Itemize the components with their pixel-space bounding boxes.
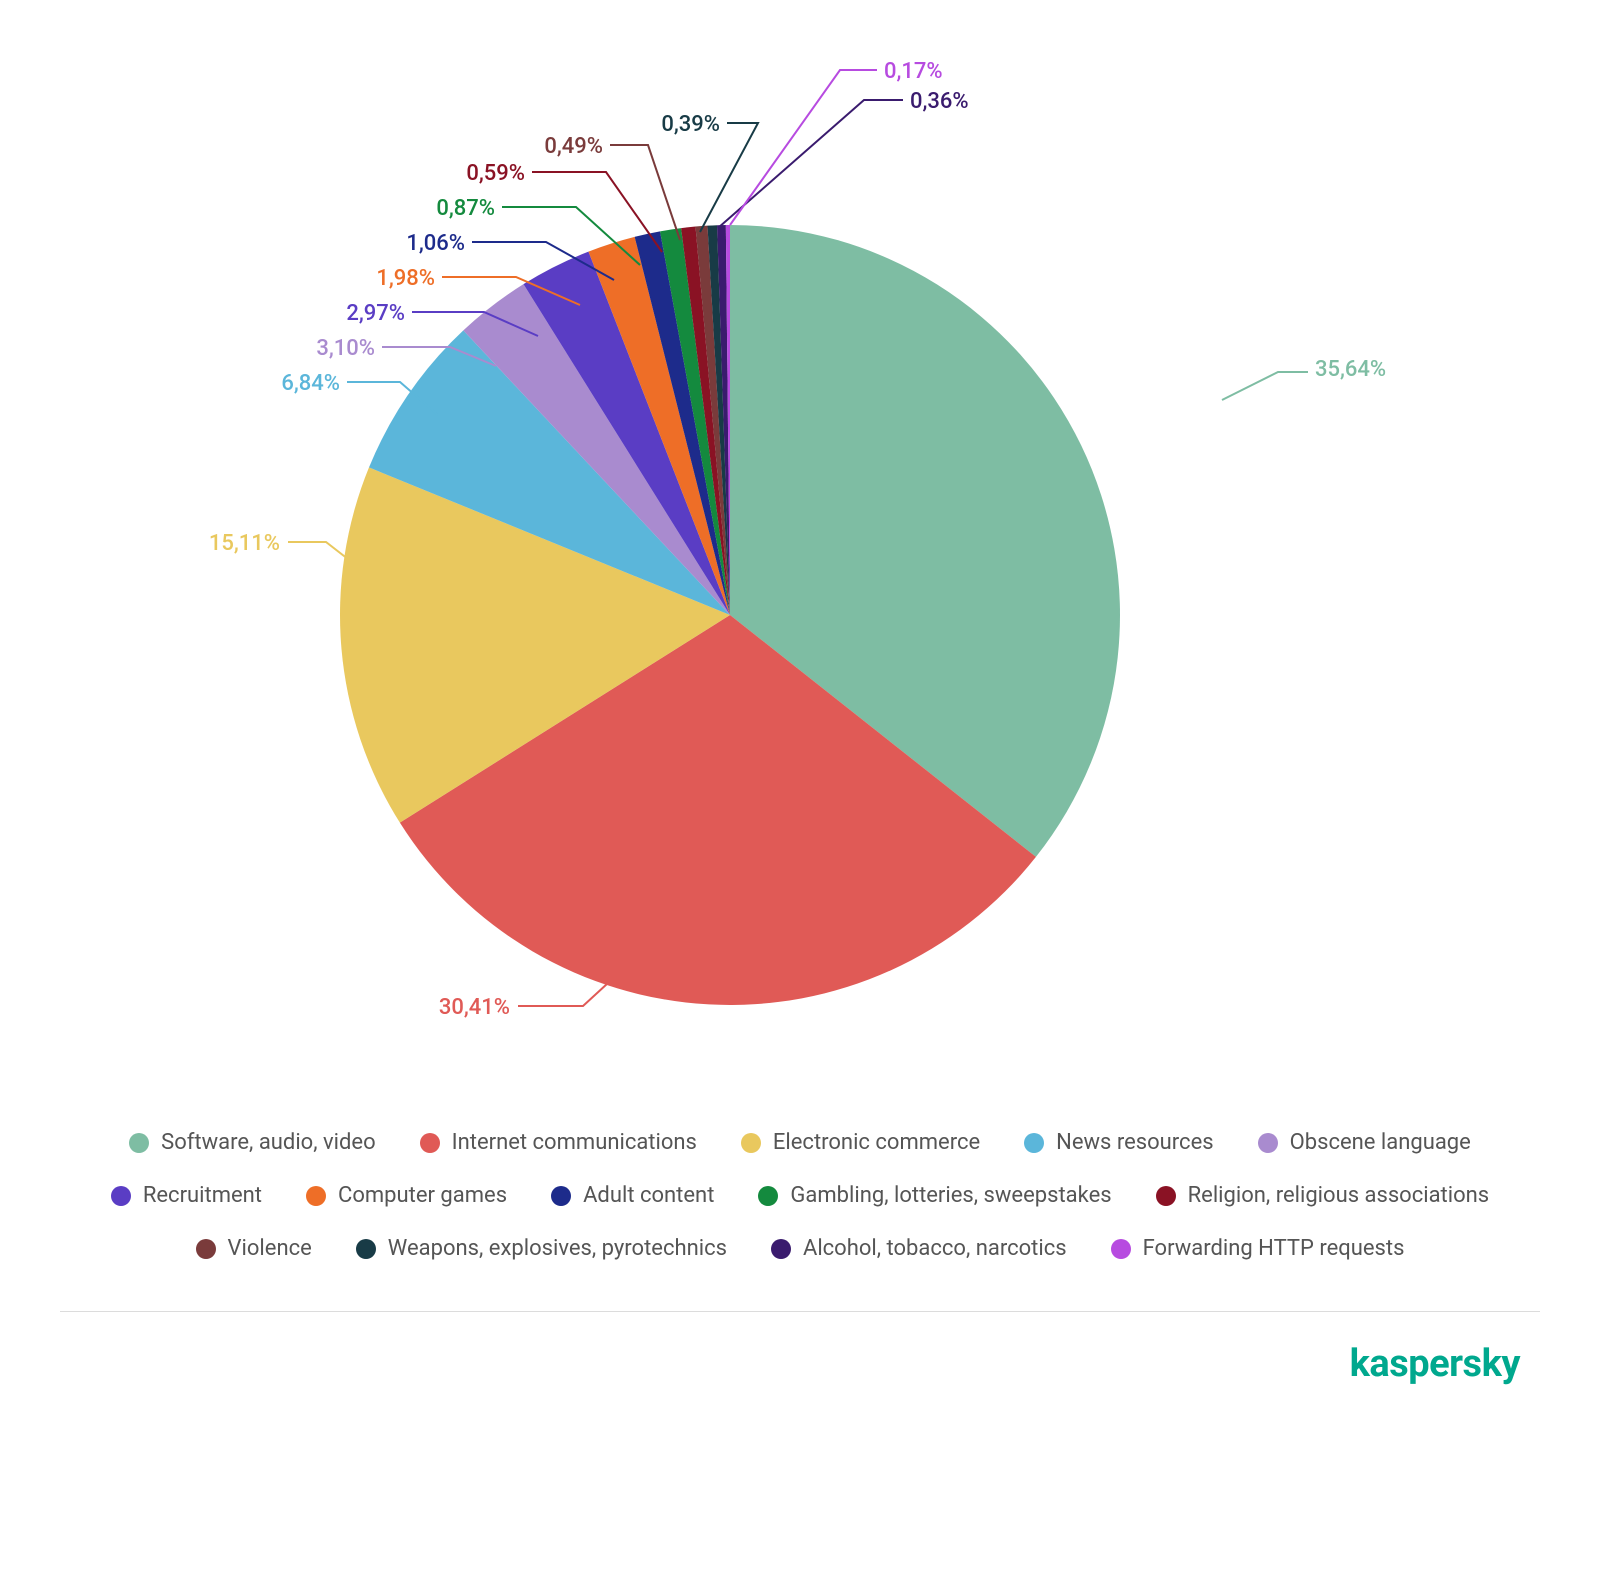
- slice-label: 0,39%: [661, 112, 720, 137]
- legend-label: Alcohol, tobacco, narcotics: [803, 1236, 1067, 1261]
- legend-label: Computer games: [338, 1183, 507, 1208]
- legend-label: Internet communications: [452, 1130, 697, 1155]
- legend-item: Alcohol, tobacco, narcotics: [771, 1236, 1067, 1261]
- legend-dot: [129, 1133, 149, 1153]
- legend-dot: [196, 1239, 216, 1259]
- slice-label: 35,64%: [1315, 357, 1386, 382]
- leader-line: [1222, 372, 1308, 400]
- legend-dot: [1156, 1186, 1176, 1206]
- legend-dot: [356, 1239, 376, 1259]
- legend-dot: [420, 1133, 440, 1153]
- legend: Software, audio, video Internet communica…: [40, 1090, 1560, 1311]
- legend-item: Computer games: [306, 1183, 507, 1208]
- legend-dot: [1258, 1133, 1278, 1153]
- legend-dot: [741, 1133, 761, 1153]
- legend-dot: [111, 1186, 131, 1206]
- legend-label: News resources: [1056, 1130, 1213, 1155]
- legend-item: Adult content: [551, 1183, 714, 1208]
- slice-label: 1,06%: [406, 231, 465, 256]
- pie-chart: 35,64% 30,41% 15,11% 6,84% 3,10% 2,97% 1,98% 1,…: [40, 40, 1560, 1090]
- legend-item: Software, audio, video: [129, 1130, 375, 1155]
- legend-label: Obscene language: [1290, 1130, 1471, 1155]
- legend-item: Religion, religious associations: [1156, 1183, 1490, 1208]
- legend-label: Recruitment: [143, 1183, 262, 1208]
- legend-item: Gambling, lotteries, sweepstakes: [758, 1183, 1111, 1208]
- leader-line: [730, 70, 877, 225]
- legend-item: Recruitment: [111, 1183, 262, 1208]
- legend-label: Weapons, explosives, pyrotechnics: [388, 1236, 727, 1261]
- legend-label: Forwarding HTTP requests: [1143, 1236, 1405, 1261]
- legend-item: Weapons, explosives, pyrotechnics: [356, 1236, 727, 1261]
- slice-label: 0,49%: [544, 134, 603, 159]
- legend-label: Software, audio, video: [161, 1130, 375, 1155]
- legend-item: Obscene language: [1258, 1130, 1471, 1155]
- legend-label: Adult content: [583, 1183, 714, 1208]
- slice-label: 2,97%: [346, 301, 405, 326]
- pie-svg: 35,64% 30,41% 15,11% 6,84% 3,10% 2,97% 1,98% 1,…: [40, 40, 1560, 1090]
- slice-label: 0,59%: [466, 161, 525, 186]
- legend-dot: [1024, 1133, 1044, 1153]
- slice-label: 0,17%: [884, 59, 943, 84]
- legend-label: Electronic commerce: [773, 1130, 980, 1155]
- legend-item: News resources: [1024, 1130, 1213, 1155]
- legend-label: Violence: [228, 1236, 312, 1261]
- leader-line: [700, 123, 758, 232]
- legend-item: Violence: [196, 1236, 312, 1261]
- slice-label: 15,11%: [209, 531, 280, 556]
- legend-item: Electronic commerce: [741, 1130, 980, 1155]
- brand-logo: kaspersky: [40, 1312, 1560, 1396]
- slice-label: 1,98%: [376, 266, 435, 291]
- slice-label: 0,87%: [436, 196, 495, 221]
- slice-label: 3,10%: [316, 336, 375, 361]
- legend-dot: [551, 1186, 571, 1206]
- legend-dot: [758, 1186, 778, 1206]
- legend-item: Forwarding HTTP requests: [1111, 1236, 1405, 1261]
- legend-dot: [306, 1186, 326, 1206]
- legend-label: Religion, religious associations: [1188, 1183, 1490, 1208]
- leader-line: [718, 100, 903, 228]
- slice-label: 0,36%: [910, 89, 969, 114]
- legend-dot: [1111, 1239, 1131, 1259]
- legend-dot: [771, 1239, 791, 1259]
- legend-label: Gambling, lotteries, sweepstakes: [790, 1183, 1111, 1208]
- legend-item: Internet communications: [420, 1130, 697, 1155]
- slice-label: 30,41%: [439, 995, 510, 1020]
- brand-text: kaspersky: [1350, 1342, 1520, 1386]
- chart-container: 35,64% 30,41% 15,11% 6,84% 3,10% 2,97% 1,98% 1,…: [40, 40, 1560, 1396]
- slice-label: 6,84%: [281, 371, 340, 396]
